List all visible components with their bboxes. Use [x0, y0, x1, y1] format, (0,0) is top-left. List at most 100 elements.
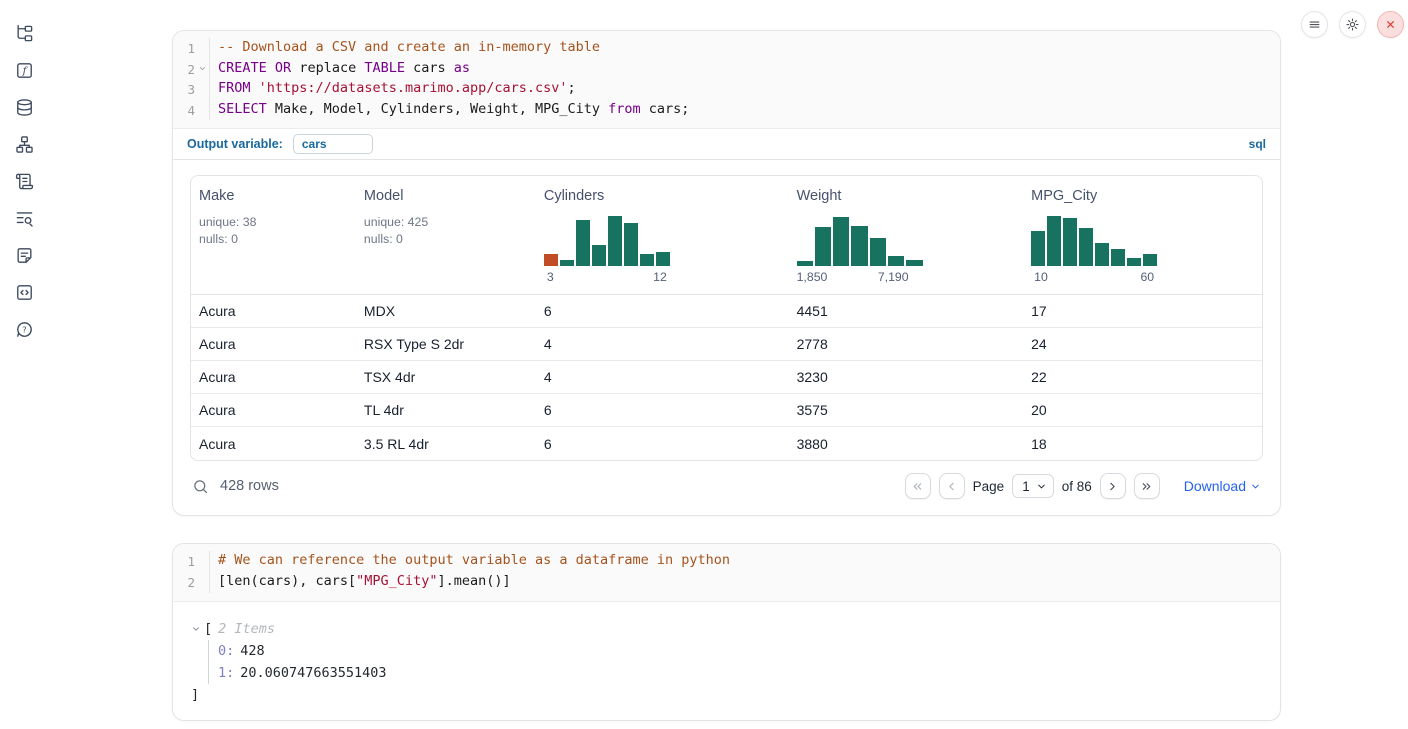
search-button[interactable]	[192, 478, 209, 495]
table-cell-make: Acura	[199, 369, 236, 386]
gutter-spacer	[195, 100, 209, 121]
histogram-bar	[1143, 253, 1158, 267]
tree-entry-value: 428	[240, 642, 265, 659]
next-page-button[interactable]	[1099, 473, 1126, 500]
chevron-down-icon	[1036, 481, 1047, 492]
table-cell-mpg_city: 20	[1031, 402, 1047, 419]
table-footer: 428 rows Page 1	[190, 467, 1263, 505]
sql-editor[interactable]: 1 -- Download a CSV and create an in-memo…	[173, 31, 1280, 130]
close-icon	[1383, 17, 1398, 32]
output-variable-input[interactable]	[292, 134, 373, 155]
prev-page-button[interactable]	[938, 473, 965, 500]
first-page-button[interactable]	[904, 473, 931, 500]
table-cell-model: MDX	[363, 303, 396, 320]
tree-items-count: 2 Items	[218, 620, 276, 637]
download-button[interactable]: Download	[1184, 478, 1261, 494]
sidebar-variables-button[interactable]: f	[14, 60, 34, 80]
column-header-mpg-city[interactable]: MPG_City 10 60	[1023, 188, 1262, 294]
tree-entry: 1: 20.060747663551403	[218, 662, 1280, 684]
sql-output-variable-row: Output variable: sql	[173, 129, 1280, 160]
column-header-weight[interactable]: Weight 1,850 7,190	[789, 188, 1024, 294]
notebook-main: 1 -- Download a CSV and create an in-memo…	[172, 30, 1281, 721]
code-text: [len(cars), cars["MPG_City"].mean()]	[209, 571, 1280, 593]
code-text: CREATE OR replace TABLE cars as	[209, 58, 1280, 80]
chevron-down-icon	[1250, 481, 1261, 492]
sidebar-file-explorer-button[interactable]	[14, 23, 34, 43]
fold-chevron-icon[interactable]	[195, 59, 209, 80]
code-line: 2 [len(cars), cars["MPG_City"].mean()]	[173, 571, 1280, 593]
code-text: SELECT Make, Model, Cylinders, Weight, M…	[209, 99, 1280, 121]
line-number: 1	[187, 554, 195, 570]
cylinders-histogram	[543, 213, 670, 267]
table-cell-make: Acura	[199, 435, 236, 452]
text-search-icon	[15, 209, 34, 228]
pagination: Page 1 of 86	[904, 473, 1261, 500]
data-table-card: Make unique: 38 nulls: 0 Model unique: 4…	[190, 175, 1263, 462]
table-row: Acura 3.5 RL 4dr 6 3880 18	[191, 427, 1262, 460]
chevrons-left-icon	[911, 480, 924, 493]
histogram-bar	[869, 238, 886, 267]
hist-max-label: 12	[653, 270, 667, 285]
search-icon	[192, 478, 209, 495]
table-cell-cylinders: 6	[543, 435, 552, 452]
line-number: 1	[187, 41, 195, 56]
line-number: 2	[187, 574, 195, 590]
page-total-label: of 86	[1061, 478, 1092, 494]
python-cell: 1 # We can reference the output variable …	[172, 543, 1281, 721]
table-cell-cylinders: 4	[543, 336, 552, 353]
gutter-spacer	[195, 572, 209, 593]
table-cell-make: Acura	[199, 303, 236, 320]
sidebar-help-button[interactable]: ?	[14, 319, 34, 339]
histogram-bar	[906, 259, 923, 267]
line-number: 3	[187, 82, 195, 98]
hist-min-label: 10	[1034, 270, 1048, 285]
code-square-icon	[15, 283, 34, 302]
shutdown-button[interactable]	[1377, 11, 1404, 38]
last-page-button[interactable]	[1133, 473, 1160, 500]
menu-button[interactable]	[1301, 11, 1328, 38]
code-line: 4 SELECT Make, Model, Cylinders, Weight, …	[173, 99, 1280, 121]
column-header-make[interactable]: Make unique: 38 nulls: 0	[191, 188, 356, 294]
histogram-bar	[1079, 228, 1094, 267]
gear-icon	[1345, 17, 1360, 32]
notebook-actions	[1301, 11, 1404, 38]
sql-cell: 1 -- Download a CSV and create an in-memo…	[172, 30, 1281, 517]
file-tree-icon	[15, 24, 34, 43]
table-cell-make: Acura	[199, 336, 236, 353]
table-row: Acura TL 4dr 6 3575 20	[191, 394, 1262, 428]
sidebar-snippets-button[interactable]	[14, 282, 34, 302]
page-select[interactable]: 1	[1012, 474, 1054, 499]
histogram-bar	[623, 223, 638, 267]
svg-text:?: ?	[22, 324, 26, 334]
tree-entry: 0: 428	[218, 640, 1280, 662]
sidebar-documentation-button[interactable]	[14, 245, 34, 265]
column-header-model[interactable]: Model unique: 425 nulls: 0	[356, 188, 536, 294]
table-row: Acura MDX 6 4451 17	[191, 295, 1262, 329]
sidebar-datasources-button[interactable]	[14, 97, 34, 117]
row-count: 428 rows	[220, 478, 279, 495]
help-chat-icon: ?	[15, 320, 34, 339]
histogram-bar	[591, 245, 606, 267]
table-cell-cylinders: 6	[543, 402, 552, 419]
table-row: Acura TSX 4dr 4 3230 22	[191, 361, 1262, 395]
histogram-bar	[1031, 230, 1046, 267]
unique-stat: unique: 38	[199, 215, 257, 230]
line-number: 2	[187, 61, 195, 77]
code-text: -- Download a CSV and create an in-memor…	[209, 38, 1280, 59]
sidebar-dependency-graph-button[interactable]	[14, 134, 34, 154]
histogram-bar	[833, 216, 850, 267]
chevron-down-icon	[191, 624, 201, 634]
sidebar-scratchpad-button[interactable]	[14, 171, 34, 191]
cell-divider	[173, 159, 1280, 161]
sidebar-logs-button[interactable]	[14, 208, 34, 228]
settings-button[interactable]	[1339, 11, 1366, 38]
table-row: Acura RSX Type S 2dr 4 2778 24	[191, 328, 1262, 362]
tree-entry-value: 20.060747663551403	[240, 664, 387, 681]
sql-output-area: Make unique: 38 nulls: 0 Model unique: 4…	[173, 160, 1280, 515]
menu-icon	[1307, 17, 1322, 32]
table-cell-weight: 3880	[796, 435, 828, 452]
python-editor[interactable]: 1 # We can reference the output variable …	[173, 544, 1280, 602]
column-header-cylinders[interactable]: Cylinders 3 12	[536, 188, 789, 294]
tree-collapse-toggle[interactable]	[191, 624, 201, 634]
tree-body: 0: 428 1: 20.060747663551403	[208, 639, 1280, 684]
